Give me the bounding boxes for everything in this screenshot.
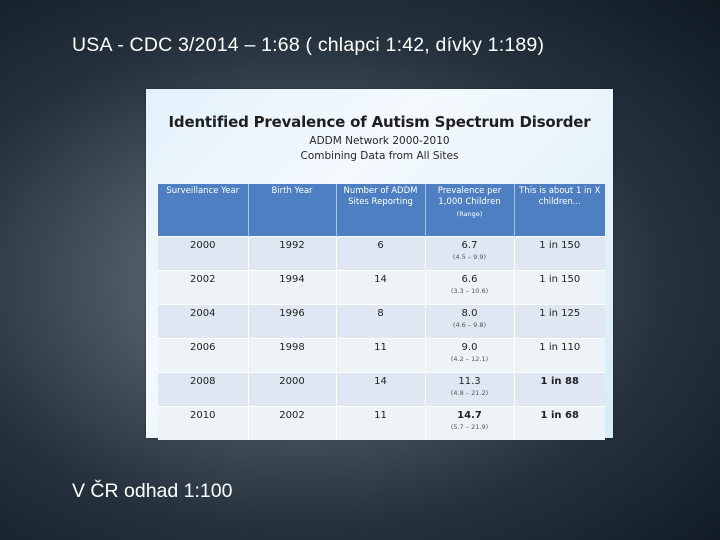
cell-ratio: 1 in 125 (514, 304, 605, 339)
slide-title: USA - CDC 3/2014 – 1:68 ( chlapci 1:42, … (72, 34, 545, 56)
prevalence-value: 14.7 (457, 410, 482, 421)
prevalence-value: 6.7 (461, 240, 478, 251)
cell-sites: 11 (336, 338, 426, 373)
cell-sites: 8 (336, 304, 426, 339)
header-birth-year: Birth Year (248, 184, 337, 237)
header-prevalence: Prevalence per 1,000 Children (Range) (425, 184, 515, 237)
header-surveillance-year: Surveillance Year (158, 184, 249, 237)
figure-title: Identified Prevalence of Autism Spectrum… (168, 113, 591, 131)
header-prevalence-label: Prevalence per 1,000 Children (437, 186, 502, 207)
cell-ratio: 1 in 88 (514, 372, 605, 407)
table-row: 2004 1996 8 8.0 (4.6 – 9.8) 1 in 125 (158, 304, 605, 339)
cell-sites: 11 (336, 406, 426, 440)
cell-year: 2002 (158, 270, 249, 305)
cell-prevalence: 9.0 (4.2 – 12.1) (425, 338, 515, 373)
cell-prevalence: 8.0 (4.6 – 9.8) (425, 304, 515, 339)
cell-birth-year: 2002 (248, 406, 337, 440)
cell-birth-year: 1998 (248, 338, 337, 373)
table-row: 2000 1992 6 6.7 (4.5 – 9.9) 1 in 150 (158, 236, 605, 271)
prevalence-range: (4.5 – 9.9) (452, 253, 487, 261)
table-row: 2010 2002 11 14.7 (5.7 – 21.9) 1 in 68 (158, 406, 605, 440)
prevalence-range: (3.3 – 10.6) (450, 287, 489, 295)
cell-ratio: 1 in 110 (514, 338, 605, 373)
cell-sites: 14 (336, 372, 426, 407)
prevalence-table: Surveillance Year Birth Year Number of A… (158, 184, 605, 440)
header-sites-reporting: Number of ADDM Sites Reporting (336, 184, 426, 237)
cell-year: 2004 (158, 304, 249, 339)
table-row: 2006 1998 11 9.0 (4.2 – 12.1) 1 in 110 (158, 338, 605, 373)
prevalence-value: 6.6 (461, 274, 478, 285)
cell-sites: 6 (336, 236, 426, 271)
prevalence-range: (5.7 – 21.9) (450, 423, 489, 431)
cell-prevalence: 11.3 (4.8 – 21.2) (425, 372, 515, 407)
cell-sites: 14 (336, 270, 426, 305)
cell-year: 2000 (158, 236, 249, 271)
header-range-note: (Range) (456, 210, 483, 218)
cell-year: 2010 (158, 406, 249, 440)
cell-prevalence: 14.7 (5.7 – 21.9) (425, 406, 515, 440)
cell-prevalence: 6.7 (4.5 – 9.9) (425, 236, 515, 271)
cell-year: 2006 (158, 338, 249, 373)
prevalence-value: 11.3 (458, 376, 481, 387)
cell-birth-year: 1994 (248, 270, 337, 305)
table-row: 2002 1994 14 6.6 (3.3 – 10.6) 1 in 150 (158, 270, 605, 305)
figure-subtitle-network: ADDM Network 2000-2010 (309, 135, 450, 147)
figure-subtitle-sites: Combining Data from All Sites (300, 150, 459, 162)
prevalence-value: 9.0 (461, 342, 478, 353)
prevalence-range: (4.6 – 9.8) (452, 321, 487, 329)
prevalence-value: 8.0 (461, 308, 478, 319)
cell-ratio: 1 in 150 (514, 270, 605, 305)
cell-ratio: 1 in 150 (514, 236, 605, 271)
cell-birth-year: 2000 (248, 372, 337, 407)
cell-prevalence: 6.6 (3.3 – 10.6) (425, 270, 515, 305)
header-ratio: This is about 1 in X children... (514, 184, 605, 237)
prevalence-range: (4.2 – 12.1) (450, 355, 489, 363)
cell-birth-year: 1992 (248, 236, 337, 271)
cell-ratio: 1 in 68 (514, 406, 605, 440)
cell-birth-year: 1996 (248, 304, 337, 339)
table-header-row: Surveillance Year Birth Year Number of A… (158, 184, 605, 237)
cell-year: 2008 (158, 372, 249, 407)
slide-footer: V ČR odhad 1:100 (72, 480, 233, 502)
table-row: 2008 2000 14 11.3 (4.8 – 21.2) 1 in 88 (158, 372, 605, 407)
prevalence-figure: Identified Prevalence of Autism Spectrum… (146, 89, 613, 440)
prevalence-range: (4.8 – 21.2) (450, 389, 489, 397)
